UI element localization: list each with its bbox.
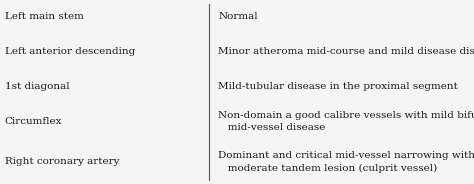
Text: Left main stem: Left main stem <box>5 12 83 21</box>
Text: Non-domain a good calibre vessels with mild bifurcation
   mid-vessel disease: Non-domain a good calibre vessels with m… <box>218 111 474 132</box>
Text: Dominant and critical mid-vessel narrowing with further
   moderate tandem lesio: Dominant and critical mid-vessel narrowi… <box>218 151 474 173</box>
Text: Circumflex: Circumflex <box>5 117 62 126</box>
Text: Minor atheroma mid-course and mild disease distally: Minor atheroma mid-course and mild disea… <box>218 47 474 56</box>
Text: Left anterior descending: Left anterior descending <box>5 47 135 56</box>
Text: 1st diagonal: 1st diagonal <box>5 82 69 91</box>
Text: Normal: Normal <box>218 12 258 21</box>
Text: Mild-tubular disease in the proximal segment: Mild-tubular disease in the proximal seg… <box>218 82 458 91</box>
Text: Right coronary artery: Right coronary artery <box>5 158 119 166</box>
